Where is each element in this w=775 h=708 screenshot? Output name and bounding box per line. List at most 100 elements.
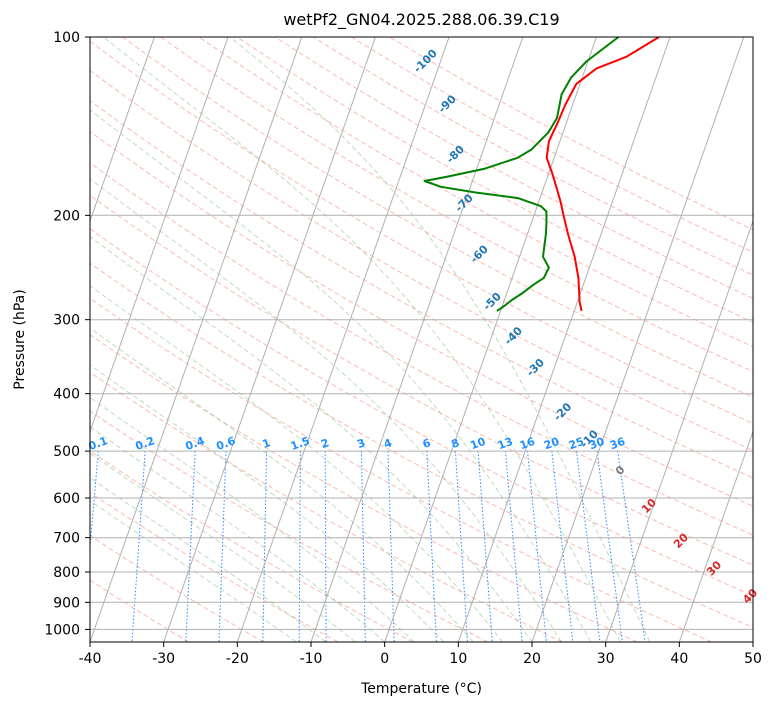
dry-adiabat-line: [90, 534, 264, 642]
mixing-ratio-line: [454, 451, 468, 642]
grid-lines: [90, 37, 753, 642]
mixing-ratio-label: 20: [542, 435, 561, 453]
profile-series: [423, 37, 660, 312]
moist-adiabat-line: [90, 109, 592, 642]
isotherm-line: [90, 37, 155, 223]
mixing-ratio-line: [324, 451, 327, 642]
y-axis-label: Pressure (hPa): [12, 289, 28, 389]
isotherm-line: [90, 37, 229, 433]
dry-adiabat-line: [90, 130, 753, 507]
y-axis-ticks: 100 200 300 400 500 600 700 800 900 1000: [44, 30, 90, 638]
mixing-ratio-label: 25: [567, 435, 586, 452]
x-tick-label: -20: [226, 651, 249, 667]
moist-adiabat-line: [90, 327, 474, 642]
mixing-ratio-line: [576, 451, 601, 642]
y-tick-label: 500: [53, 444, 80, 460]
mixing-ratio-label: 0.6: [214, 434, 237, 453]
moist-adiabat-line: [90, 285, 503, 642]
dry-adiabat-line: [198, 37, 753, 348]
x-tick-label: 0: [380, 651, 389, 667]
mixing-ratio-line: [551, 451, 574, 642]
mixing-ratio-label: 36: [608, 435, 627, 453]
isotherm-line: [457, 37, 671, 642]
x-axis-label: Temperature (°C): [360, 681, 482, 697]
x-tick-label: 40: [670, 651, 688, 667]
mixing-ratio-label: 13: [496, 435, 515, 452]
dry-adiabat-line: [274, 37, 753, 299]
moist-adiabat-line: [90, 178, 562, 642]
temperature-profile-line: [545, 37, 660, 312]
isotherm-line: [531, 37, 745, 642]
moist-adiabat-line: [90, 500, 297, 642]
mixing-ratio-label: 3: [355, 436, 367, 451]
y-tick-label: 1000: [44, 622, 80, 638]
moist-adiabat-line: [229, 37, 651, 642]
mixing-ratio-label: 4: [382, 436, 394, 451]
moist-adiabat-line: [102, 37, 621, 642]
chart-title: wetPf2_GN04.2025.288.06.39.C19: [283, 10, 559, 30]
mixing-ratio-label: 8: [449, 436, 461, 451]
dry-adiabat-line: [90, 228, 753, 597]
moist-adiabat-line: [90, 236, 533, 642]
isotherm-line: [678, 429, 753, 642]
plot-frame: [89, 36, 754, 643]
x-tick-label: -10: [300, 651, 323, 667]
dry-adiabat-line: [90, 334, 638, 642]
dry-adiabat-line: [90, 99, 753, 479]
dry-adiabat-line: [90, 162, 753, 536]
mixing-ratio-line: [596, 451, 623, 642]
y-tick-label: 900: [53, 595, 80, 611]
y-tick-label: 400: [53, 387, 80, 403]
mixing-ratio-label: 0.1: [87, 434, 110, 453]
moist-adiabat-line: [90, 426, 386, 642]
dry-adiabat-line: [160, 37, 753, 373]
x-tick-label: -30: [152, 651, 175, 667]
mixing-ratio-line: [298, 451, 301, 642]
isotherm-line: [384, 37, 597, 642]
mixing-ratio-label: 6: [421, 436, 433, 451]
x-tick-label: 20: [523, 651, 541, 667]
y-tick-label: 100: [53, 30, 80, 46]
y-tick-label: 600: [53, 491, 80, 507]
y-tick-label: 200: [53, 208, 80, 224]
mixing-ratio-label: 0.4: [184, 434, 207, 453]
x-tick-label: 30: [597, 651, 615, 667]
mixing-ratio-label: 10: [469, 435, 488, 453]
isotherm-line: [236, 37, 450, 642]
mixing-ratio-line: [262, 451, 268, 642]
isotherm-line: [90, 37, 303, 642]
mixing-ratio-line: [185, 451, 196, 642]
y-tick-label: 300: [53, 313, 80, 329]
x-axis-ticks: -40 -30 -20 -10 0 10 20 30 40 50: [79, 642, 762, 667]
mixing-ratio-line: [131, 451, 146, 642]
mixing-ratio-line: [477, 451, 493, 642]
dry-adiabat-line: [122, 37, 753, 398]
moist-adiabat-line: [90, 452, 356, 642]
dry-adiabat-line: [90, 410, 488, 642]
x-tick-label: 10: [449, 651, 467, 667]
mixing-ratio-line: [426, 451, 437, 642]
isotherm-line: [605, 219, 753, 642]
mixing-ratio-label: 1: [261, 436, 273, 451]
background-lines: [90, 37, 753, 642]
mixing-ratio-label: 1.5: [289, 434, 312, 453]
isotherm-line: [310, 37, 524, 642]
mixing-ratio-line: [504, 451, 523, 642]
mixing-ratio-label: 0.2: [134, 434, 157, 453]
mixing-ratio-line: [387, 451, 395, 642]
moist-adiabat-line: [90, 396, 415, 642]
mixing-ratio-label: 30: [587, 435, 606, 453]
dry-adiabat-line: [90, 579, 190, 642]
mixing-ratio-line: [218, 451, 227, 642]
mixing-ratio-label: 16: [518, 435, 537, 453]
dry-adiabat-line: [90, 262, 753, 629]
x-tick-label: 50: [744, 651, 762, 667]
mixing-ratio-line: [527, 451, 547, 642]
dry-adiabat-line: [236, 37, 753, 323]
mixing-ratio-line: [360, 451, 366, 642]
x-tick-label: -40: [79, 651, 102, 667]
dry-adiabat-line: [90, 371, 563, 642]
mixing-ratio-labels: 0.1 0.2 0.4 0.6 1 1.5 2 3 4 6 8 10 13 16 20 25 30 36: [87, 434, 628, 453]
